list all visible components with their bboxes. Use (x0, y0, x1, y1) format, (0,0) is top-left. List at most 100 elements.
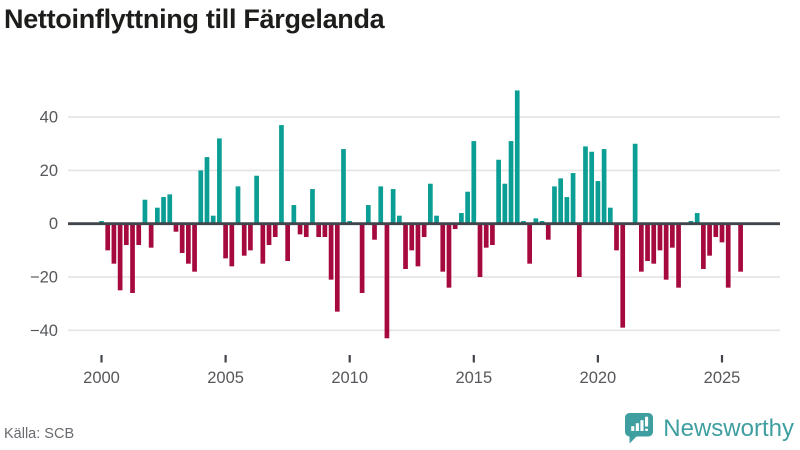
bar-negative (186, 223, 191, 264)
y-axis-label: −20 (30, 269, 58, 287)
bar-negative (316, 223, 322, 238)
bar-positive (595, 181, 601, 224)
bar-negative (111, 223, 117, 264)
bar-negative (173, 223, 179, 232)
bar-negative (415, 223, 421, 267)
brand-name: Newsworthy (663, 414, 794, 442)
bar-positive (459, 213, 464, 224)
bar-positive (365, 205, 371, 224)
bar-positive (471, 141, 477, 224)
x-axis-label: 2025 (704, 369, 741, 387)
bar-positive (502, 183, 508, 224)
bar-positive (291, 205, 297, 224)
bar-negative (614, 223, 619, 251)
x-axis-label: 2020 (580, 369, 617, 387)
bar-negative (409, 223, 415, 251)
y-axis-label: 0 (49, 215, 58, 233)
bar-negative (527, 223, 532, 264)
bar-negative (303, 223, 309, 238)
bar-negative (701, 223, 706, 269)
bar-positive (583, 146, 588, 224)
bar-negative (297, 223, 303, 235)
x-axis-label: 2015 (455, 369, 492, 387)
bar-negative (322, 223, 328, 238)
bar-positive (589, 151, 595, 224)
bar-negative (136, 223, 142, 246)
bar-negative (440, 223, 446, 272)
bar-negative (452, 223, 458, 230)
bar-positive (235, 186, 241, 224)
y-axis-label: 20 (40, 162, 58, 180)
bar-positive (254, 175, 259, 224)
bar-negative (477, 223, 483, 277)
bar-negative (713, 223, 719, 238)
chart-title: Nettoinflyttning till Färgelanda (4, 4, 385, 34)
bar-negative (725, 223, 731, 288)
bar-negative (272, 223, 278, 238)
bar-negative (576, 223, 582, 277)
bar-negative (148, 223, 154, 248)
bar-negative (620, 223, 626, 328)
bar-negative (285, 223, 290, 262)
bar-negative (130, 223, 135, 293)
bar-negative (179, 223, 185, 254)
bar-positive (167, 194, 173, 224)
bar-positive (204, 157, 210, 224)
bar-negative (372, 223, 377, 240)
bar-positive (465, 191, 470, 224)
bar-negative (223, 223, 228, 259)
bar-negative (651, 223, 657, 264)
x-axis-label: 2010 (331, 369, 368, 387)
newsworthy-icon (625, 413, 654, 444)
bar-negative (192, 223, 197, 272)
bar-positive (514, 90, 520, 224)
newsworthy-logo: Newsworthy (624, 412, 794, 445)
bar-negative (403, 223, 408, 269)
bar-negative (241, 223, 247, 256)
bar-positive (396, 215, 402, 224)
bar-negative (738, 223, 743, 272)
bar-negative (334, 223, 340, 312)
bar-positive (428, 183, 433, 224)
bar-positive (434, 215, 439, 224)
bar-negative (384, 223, 390, 339)
bar-positive (632, 143, 638, 224)
bar-negative (248, 223, 253, 251)
bar-negative (123, 223, 129, 246)
bar-negative (645, 223, 650, 262)
bar-positive (341, 149, 346, 224)
bar-positive (161, 197, 166, 224)
bar-negative (260, 223, 266, 264)
bar-negative (707, 223, 712, 256)
bar-negative (328, 223, 334, 280)
bar-positive (155, 207, 160, 224)
bar-negative (359, 223, 365, 293)
bar-negative (117, 223, 123, 291)
source-label: Källa: SCB (4, 426, 75, 442)
bar-positive (210, 215, 216, 224)
bar-negative (266, 223, 272, 246)
bar-negative (638, 223, 644, 272)
bar-positive (142, 199, 148, 224)
bar-negative (105, 223, 111, 251)
bar-positive (217, 138, 222, 224)
bar-negative (657, 223, 663, 251)
y-axis-label: −40 (30, 322, 58, 340)
bar-positive (378, 186, 384, 224)
bar-negative (719, 223, 725, 243)
bar-negative (229, 223, 235, 267)
bar-positive (552, 186, 557, 224)
bar-positive (533, 218, 539, 224)
bar-positive (694, 213, 700, 224)
bar-negative (676, 223, 681, 288)
bar-positive (496, 159, 501, 224)
bar-positive (607, 207, 613, 224)
x-axis-label: 2000 (83, 369, 120, 387)
x-axis-label: 2005 (207, 369, 244, 387)
bar-chart: 40 20 0 −20 −40 2000 2005 2010 2015 2020 2025 (30, 90, 780, 387)
bar-positive (198, 170, 204, 224)
bar-negative (670, 223, 675, 248)
bar-positive (564, 197, 570, 224)
bar-negative (663, 223, 669, 280)
bar-positive (570, 173, 576, 224)
